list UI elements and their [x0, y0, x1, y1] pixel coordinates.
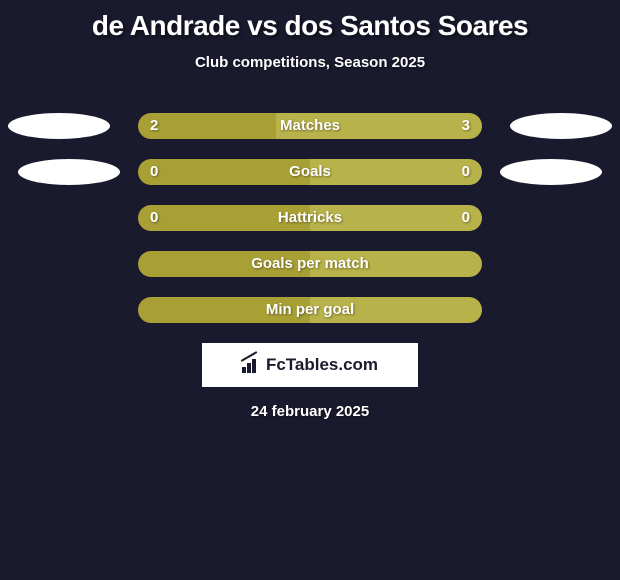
bar-label: Goals	[138, 159, 482, 185]
value-left: 0	[150, 159, 158, 185]
source-badge: FcTables.com	[202, 343, 418, 387]
stat-rows: Matches23Goals00Hattricks00Goals per mat…	[0, 113, 620, 323]
stat-row: Goals0 0	[0, 159, 620, 185]
page-title: de Andrade vs dos Santos Soares	[0, 0, 620, 42]
left-ellipse	[8, 113, 110, 139]
stat-row: Hattricks0 0	[0, 205, 620, 231]
bar-label: Goals per match	[138, 251, 482, 277]
bar-area: Goals	[138, 159, 482, 185]
right-ellipse	[510, 113, 612, 139]
right-ellipse	[500, 159, 602, 185]
subtitle: Club competitions, Season 2025	[0, 54, 620, 71]
bar-area: Hattricks	[138, 205, 482, 231]
date-label: 24 february 2025	[0, 403, 620, 420]
infographic-container: de Andrade vs dos Santos Soares Club com…	[0, 0, 620, 580]
trend-line-icon	[241, 351, 262, 369]
value-right: 0	[462, 205, 470, 231]
value-left: 0	[150, 205, 158, 231]
bar-label: Matches	[138, 113, 482, 139]
stat-row: Min per goal	[0, 297, 620, 323]
bar-area: Goals per match	[138, 251, 482, 277]
stat-row: Goals per match	[0, 251, 620, 277]
stat-row: Matches2 3	[0, 113, 620, 139]
value-left: 2	[150, 113, 158, 139]
badge-text: FcTables.com	[242, 355, 378, 375]
value-right: 0	[462, 159, 470, 185]
badge-label: FcTables.com	[266, 355, 378, 375]
bar-label: Hattricks	[138, 205, 482, 231]
bar-area: Matches	[138, 113, 482, 139]
bars-icon	[242, 357, 262, 373]
value-right: 3	[462, 113, 470, 139]
bar-label: Min per goal	[138, 297, 482, 323]
left-ellipse	[18, 159, 120, 185]
bar-area: Min per goal	[138, 297, 482, 323]
